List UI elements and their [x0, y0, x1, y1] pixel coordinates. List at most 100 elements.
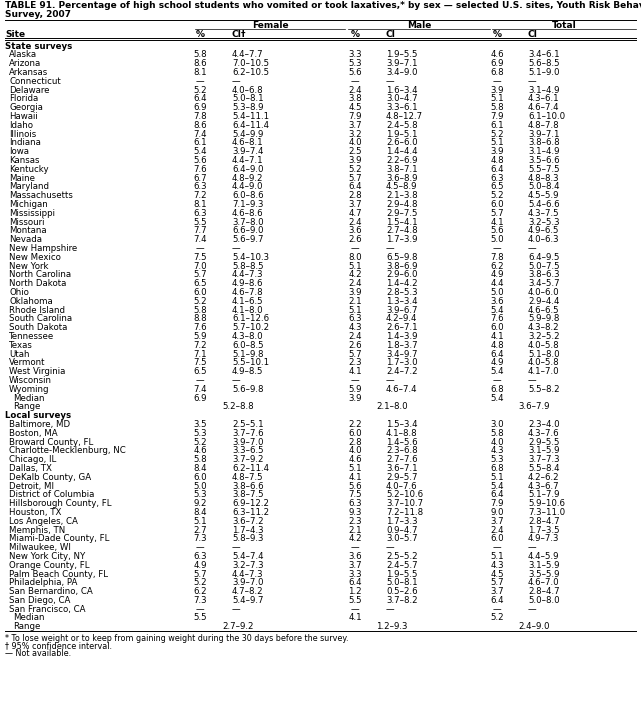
- Text: 8.4: 8.4: [193, 464, 207, 473]
- Text: 5.9–9.8: 5.9–9.8: [528, 315, 560, 323]
- Text: 4.4–7.3: 4.4–7.3: [232, 570, 263, 579]
- Text: 5.1–9.8: 5.1–9.8: [232, 349, 263, 358]
- Text: 6.5: 6.5: [490, 182, 504, 191]
- Text: Mississippi: Mississippi: [9, 209, 55, 218]
- Text: 4.1–7.0: 4.1–7.0: [528, 367, 560, 376]
- Text: 9.0: 9.0: [490, 508, 504, 517]
- Text: 3.8–7.1: 3.8–7.1: [386, 165, 418, 174]
- Text: Arkansas: Arkansas: [9, 68, 48, 77]
- Text: 6.1–12.6: 6.1–12.6: [232, 315, 269, 323]
- Text: TABLE 91. Percentage of high school students who vomited or took laxatives,* by : TABLE 91. Percentage of high school stud…: [5, 1, 641, 10]
- Text: 4.9: 4.9: [490, 270, 504, 279]
- Text: 5.6: 5.6: [193, 156, 207, 165]
- Text: 2.6: 2.6: [348, 341, 362, 349]
- Text: —: —: [351, 543, 360, 552]
- Text: 6.5: 6.5: [193, 279, 207, 288]
- Text: 4.6: 4.6: [348, 455, 362, 464]
- Text: 3.1–4.9: 3.1–4.9: [528, 147, 560, 156]
- Text: Kansas: Kansas: [9, 156, 40, 165]
- Text: 5.9: 5.9: [348, 385, 362, 394]
- Text: 3.4–5.7: 3.4–5.7: [528, 279, 560, 288]
- Text: 4.9–8.5: 4.9–8.5: [232, 367, 263, 376]
- Text: Hawaii: Hawaii: [9, 112, 38, 121]
- Text: 1.3–3.4: 1.3–3.4: [386, 297, 418, 306]
- Text: 5.2: 5.2: [490, 191, 504, 200]
- Text: 3.4–6.1: 3.4–6.1: [528, 50, 560, 59]
- Text: —: —: [351, 376, 360, 385]
- Text: 6.4: 6.4: [348, 579, 362, 587]
- Text: 3.6–7.2: 3.6–7.2: [232, 517, 263, 526]
- Text: 5.6–9.7: 5.6–9.7: [232, 235, 263, 244]
- Text: 5.2: 5.2: [490, 130, 504, 138]
- Text: —: —: [232, 605, 240, 613]
- Text: Dallas, TX: Dallas, TX: [9, 464, 52, 473]
- Text: 7.1: 7.1: [193, 349, 207, 358]
- Text: 6.3: 6.3: [490, 173, 504, 183]
- Text: 2.4–9.0: 2.4–9.0: [518, 622, 549, 631]
- Text: 2.5–5.2: 2.5–5.2: [386, 552, 418, 561]
- Text: 3.7–8.0: 3.7–8.0: [232, 218, 263, 226]
- Text: 5.4–10.3: 5.4–10.3: [232, 253, 269, 262]
- Text: 5.2–10.6: 5.2–10.6: [386, 490, 423, 500]
- Text: —: —: [232, 244, 240, 253]
- Text: Vermont: Vermont: [9, 358, 46, 368]
- Text: 6.9: 6.9: [193, 103, 207, 112]
- Text: 7.3: 7.3: [193, 534, 207, 543]
- Text: 5.4: 5.4: [490, 367, 504, 376]
- Text: 1.4–4.4: 1.4–4.4: [386, 147, 418, 156]
- Text: 1.6–3.4: 1.6–3.4: [386, 86, 418, 94]
- Text: 1.5–4.1: 1.5–4.1: [386, 218, 418, 226]
- Text: 3.7: 3.7: [348, 560, 362, 570]
- Text: Local surveys: Local surveys: [5, 411, 71, 420]
- Text: 5.2: 5.2: [193, 437, 207, 447]
- Text: 5.4–11.1: 5.4–11.1: [232, 112, 269, 121]
- Text: 5.0–8.1: 5.0–8.1: [232, 94, 263, 103]
- Text: San Diego, CA: San Diego, CA: [9, 596, 71, 605]
- Text: 6.0: 6.0: [490, 323, 504, 332]
- Text: Charlotte-Mecklenburg, NC: Charlotte-Mecklenburg, NC: [9, 447, 126, 455]
- Text: Chicago, IL: Chicago, IL: [9, 455, 56, 464]
- Text: 6.6–9.0: 6.6–9.0: [232, 226, 263, 236]
- Text: 5.4–6.6: 5.4–6.6: [528, 200, 560, 209]
- Text: Broward County, FL: Broward County, FL: [9, 437, 93, 447]
- Text: Orange County, FL: Orange County, FL: [9, 560, 90, 570]
- Text: Alaska: Alaska: [9, 50, 37, 59]
- Text: State surveys: State surveys: [5, 41, 72, 51]
- Text: 6.1: 6.1: [490, 120, 504, 130]
- Text: 3.7: 3.7: [348, 120, 362, 130]
- Text: 4.4–9.0: 4.4–9.0: [232, 182, 263, 191]
- Text: 4.4–5.9: 4.4–5.9: [528, 552, 560, 561]
- Text: 6.7: 6.7: [193, 173, 207, 183]
- Text: 6.4: 6.4: [193, 94, 207, 103]
- Text: 5.8: 5.8: [490, 103, 504, 112]
- Text: —: —: [386, 244, 395, 253]
- Text: —: —: [386, 605, 395, 613]
- Text: 4.1–8.0: 4.1–8.0: [232, 305, 263, 315]
- Text: 4.1–6.5: 4.1–6.5: [232, 297, 263, 306]
- Text: 4.3–7.5: 4.3–7.5: [528, 209, 560, 218]
- Text: —: —: [386, 77, 395, 86]
- Text: 5.7: 5.7: [490, 209, 504, 218]
- Text: 4.7: 4.7: [348, 209, 362, 218]
- Text: 6.0: 6.0: [490, 200, 504, 209]
- Text: Massachusetts: Massachusetts: [9, 191, 73, 200]
- Text: South Carolina: South Carolina: [9, 315, 72, 323]
- Text: 4.3–8.2: 4.3–8.2: [528, 323, 560, 332]
- Text: 6.9–12.2: 6.9–12.2: [232, 499, 269, 508]
- Text: 4.3–6.7: 4.3–6.7: [528, 481, 560, 491]
- Text: 3.2–7.3: 3.2–7.3: [232, 560, 263, 570]
- Text: 5.8: 5.8: [193, 305, 207, 315]
- Text: 8.1: 8.1: [193, 68, 207, 77]
- Text: 4.9–8.6: 4.9–8.6: [232, 279, 263, 288]
- Text: Female: Female: [252, 21, 288, 30]
- Text: 5.3–8.9: 5.3–8.9: [232, 103, 263, 112]
- Text: 1.5–3.4: 1.5–3.4: [386, 420, 418, 429]
- Text: —: —: [528, 77, 537, 86]
- Text: 6.3: 6.3: [193, 182, 207, 191]
- Text: 4.4–7.3: 4.4–7.3: [232, 270, 263, 279]
- Text: 5.1–9.0: 5.1–9.0: [528, 68, 560, 77]
- Text: 0.9–4.7: 0.9–4.7: [386, 526, 417, 534]
- Text: 3.8–6.8: 3.8–6.8: [528, 138, 560, 147]
- Text: 4.5: 4.5: [348, 103, 362, 112]
- Text: 2.8–4.7: 2.8–4.7: [528, 587, 560, 596]
